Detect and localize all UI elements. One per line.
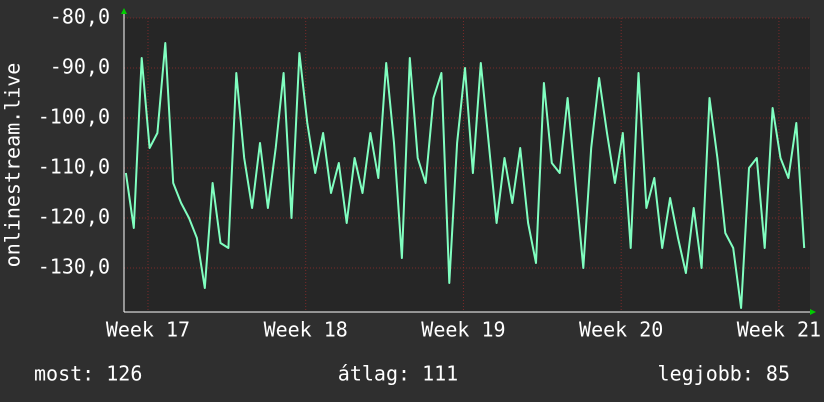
grid <box>124 17 810 312</box>
x-tick-label: Week 20 <box>579 318 663 342</box>
y-tick-label: -90,0 <box>50 55 110 79</box>
x-axis-arrow <box>810 309 816 315</box>
footer-average: átlag: 111 <box>338 362 458 386</box>
y-tick-label: -120,0 <box>38 205 110 229</box>
x-tick-label: Week 19 <box>421 318 505 342</box>
footer-current: most: 126 <box>34 362 142 386</box>
data-line <box>124 42 806 309</box>
y-tick-label: -130,0 <box>38 255 110 279</box>
x-tick-label: Week 17 <box>106 318 190 342</box>
y-axis-arrow <box>121 8 127 14</box>
marks <box>124 42 806 309</box>
plot-area <box>124 18 810 312</box>
x-tick-label: Week 18 <box>264 318 348 342</box>
y-tick-label: -100,0 <box>38 105 110 129</box>
y-tick-label: -80,0 <box>50 5 110 29</box>
footer-best: legjobb: 85 <box>658 362 790 386</box>
x-tick-label: Week 21 <box>737 318 821 342</box>
y-tick-label: -110,0 <box>38 155 110 179</box>
y-axis-label: onlinestream.live <box>1 63 25 268</box>
